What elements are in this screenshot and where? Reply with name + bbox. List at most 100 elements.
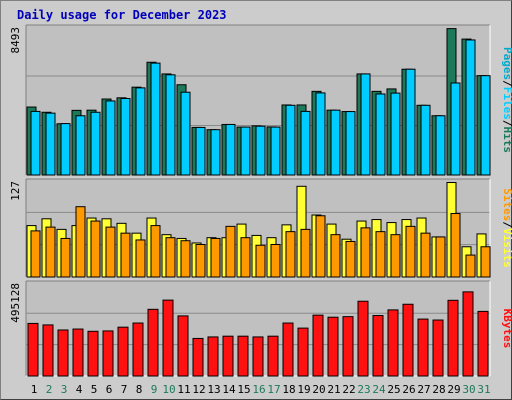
kbytes-bar-day-18 [282, 322, 294, 377]
kbytes-bar-day-15 [237, 335, 249, 377]
kbytes-bar-day-7 [117, 326, 129, 377]
chart-title: Daily usage for December 2023 [17, 8, 227, 22]
kbytes-bar-day-31 [477, 310, 489, 377]
sites-bar-day-4 [75, 206, 86, 278]
files-bar-day-20 [315, 92, 326, 176]
sites-bar-day-11 [180, 240, 191, 278]
x-tick-day-11: 11 [177, 383, 190, 396]
sites-bar-day-14 [225, 225, 236, 278]
sites-bar-day-17 [270, 243, 281, 278]
x-tick-day-12: 12 [192, 383, 205, 396]
files-bar-day-6 [105, 100, 116, 176]
sites-bar-day-31 [480, 246, 491, 278]
sites-bar-day-6 [105, 226, 116, 278]
x-tick-day-10: 10 [162, 383, 175, 396]
x-tick-day-25: 25 [387, 383, 400, 396]
files-bar-day-15 [240, 126, 251, 176]
kbytes-bar-day-4 [72, 328, 84, 377]
x-tick-day-23: 23 [357, 383, 370, 396]
sites-bar-day-26 [405, 225, 416, 278]
files-bar-day-24 [375, 93, 386, 176]
sites-bar-day-23 [360, 227, 371, 278]
x-tick-day-22: 22 [342, 383, 355, 396]
kbytes-bar-day-10 [162, 299, 174, 377]
sites-bar-day-13 [210, 237, 221, 278]
kbytes-bar-day-12 [192, 337, 204, 377]
sites-bar-day-21 [330, 234, 341, 278]
sites-bar-day-1 [30, 230, 41, 278]
kbytes-bar-day-9 [147, 308, 159, 377]
x-tick-day-19: 19 [297, 383, 310, 396]
kbytes-bar-day-22 [342, 316, 354, 377]
x-tick-day-1: 1 [31, 383, 38, 396]
x-tick-day-18: 18 [282, 383, 295, 396]
mid-panel-legend: Sites/Visits [501, 188, 512, 268]
kbytes-bar-day-16 [252, 336, 264, 377]
sites-bar-day-27 [420, 232, 431, 278]
files-bar-day-1 [30, 110, 41, 176]
files-bar-day-12 [195, 126, 206, 176]
files-bar-day-26 [405, 68, 416, 176]
x-tick-day-13: 13 [207, 383, 220, 396]
sites-bar-day-25 [390, 234, 401, 278]
files-bar-day-23 [360, 73, 371, 176]
sites-bar-day-18 [285, 231, 296, 278]
files-bar-day-28 [435, 115, 446, 176]
kbytes-bar-day-20 [312, 314, 324, 377]
sites-bar-day-20 [315, 215, 326, 278]
top-panel-legend-part-0: Pages [501, 47, 512, 80]
x-tick-day-7: 7 [121, 383, 128, 396]
files-bar-day-5 [90, 111, 101, 176]
sites-bar-day-10 [165, 237, 176, 278]
kbytes-bar-day-1 [27, 322, 39, 377]
kbytes-bar-day-11 [177, 315, 189, 377]
kbytes-bar-day-30 [462, 291, 474, 377]
sites-bar-day-2 [45, 226, 56, 278]
sites-bar-day-7 [120, 232, 131, 278]
kbytes-bar-day-24 [372, 315, 384, 377]
files-bar-day-14 [225, 123, 236, 176]
kbytes-bar-day-26 [402, 303, 414, 377]
sites-bar-day-22 [345, 240, 356, 278]
sites-bar-day-19 [300, 228, 311, 278]
top-panel-legend-part-3: / [501, 120, 512, 127]
files-bar-day-22 [345, 111, 356, 176]
kbytes-bar-day-14 [222, 335, 234, 377]
x-tick-day-14: 14 [222, 383, 236, 396]
files-bar-day-9 [150, 62, 161, 176]
sites-bar-day-24 [375, 231, 386, 278]
x-tick-day-27: 27 [417, 383, 430, 396]
top-panel-legend-part-1: / [501, 80, 512, 87]
x-tick-day-9: 9 [151, 383, 158, 396]
x-tick-day-2: 2 [46, 383, 53, 396]
mid-panel-legend-part-2: Visits [501, 228, 512, 268]
sites-bar-day-16 [255, 244, 266, 278]
sites-bar-day-3 [60, 237, 71, 278]
kbytes-bar-day-28 [432, 319, 444, 377]
files-bar-day-19 [300, 110, 311, 176]
kbytes-bar-day-25 [387, 309, 399, 377]
sites-bar-day-9 [150, 225, 161, 278]
files-bar-day-18 [285, 104, 296, 176]
x-tick-day-8: 8 [136, 383, 143, 396]
sites-bar-day-28 [435, 236, 446, 278]
files-bar-day-30 [465, 39, 476, 176]
bot-panel-max-label: 495128 [9, 283, 22, 323]
sites-bar-day-29 [450, 213, 461, 278]
kbytes-bar-day-13 [207, 336, 219, 377]
x-tick-day-26: 26 [402, 383, 415, 396]
x-tick-day-16: 16 [252, 383, 265, 396]
kbytes-bar-day-17 [267, 335, 279, 377]
sites-bar-day-12 [195, 243, 206, 278]
files-bar-day-16 [255, 125, 266, 176]
mid-panel-legend-part-1: / [501, 221, 512, 228]
kbytes-bar-day-8 [132, 322, 144, 377]
files-bar-day-27 [420, 104, 431, 176]
x-tick-day-4: 4 [76, 383, 83, 396]
x-tick-day-30: 30 [462, 383, 475, 396]
files-bar-day-11 [180, 91, 191, 176]
x-tick-day-24: 24 [372, 383, 386, 396]
bot-panel-legend: KBytes [501, 309, 512, 349]
x-tick-day-20: 20 [312, 383, 325, 396]
